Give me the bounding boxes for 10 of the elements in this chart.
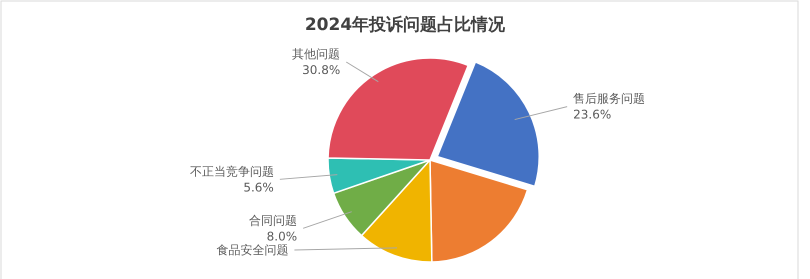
data-label: 8.0% <box>266 229 298 244</box>
slice-label: 合同问题 <box>249 213 298 228</box>
data-label: 5.6% <box>243 180 274 194</box>
slice-label: 售后服务问题 <box>573 92 646 106</box>
chart-title: 2024年投诉问题占比情况 <box>304 15 506 35</box>
slice-label: 不正当竞争问题 <box>190 164 274 178</box>
data-label: 30.8% <box>302 63 340 77</box>
slice-label: 食品安全问题 <box>216 243 288 257</box>
data-label: 23.6% <box>573 108 612 122</box>
slice-label: 其他问题 <box>292 47 340 61</box>
